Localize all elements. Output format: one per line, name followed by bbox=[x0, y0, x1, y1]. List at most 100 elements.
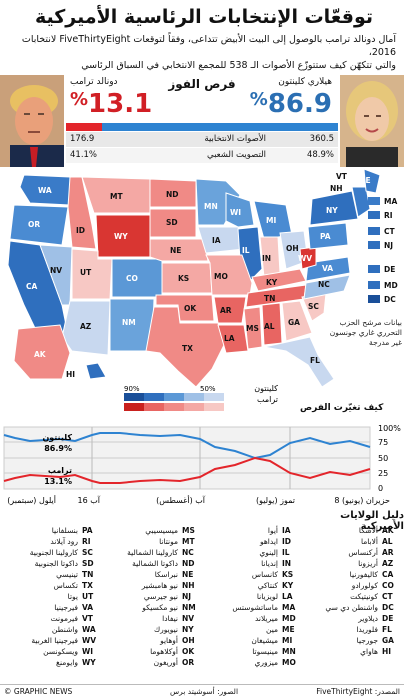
state-key-row: DC واشنطن دي سي bbox=[305, 603, 400, 614]
state-code: CT bbox=[382, 592, 393, 601]
state-code: TX bbox=[82, 581, 93, 590]
state-code: TN bbox=[82, 570, 94, 579]
clinton-photo bbox=[340, 75, 404, 167]
state-va bbox=[305, 256, 351, 282]
label-tx: TX bbox=[182, 344, 193, 353]
state-me bbox=[363, 168, 381, 194]
state-name: ويسكونسن bbox=[43, 647, 78, 656]
label-nc: NC bbox=[318, 280, 330, 289]
label-ut: UT bbox=[80, 268, 92, 277]
state-name: كارولينا الجنوبية bbox=[29, 548, 78, 557]
state-tx bbox=[145, 306, 227, 388]
state-code: MO bbox=[282, 658, 296, 667]
state-name: نبراسكا bbox=[154, 570, 178, 579]
footer-brand: © GRAPHIC NEWS bbox=[4, 687, 73, 696]
clinton-trend-line bbox=[3, 432, 371, 460]
side-label-de: DE bbox=[384, 265, 395, 274]
state-code: OK bbox=[182, 647, 195, 656]
state-code: IL bbox=[282, 548, 290, 557]
subtitle-line-1: آمال دونالد ترامب بالوصول إلى البيت الأب… bbox=[21, 34, 396, 58]
state-name: داكوتا الشمالية bbox=[132, 559, 178, 568]
box-md bbox=[368, 281, 380, 289]
states-column-3: MS ميسيسيبي MT مونتانا NC كارولينا الشمالية ND… bbox=[105, 526, 200, 669]
side-label-dc: DC bbox=[384, 295, 396, 304]
state-code: VT bbox=[82, 614, 93, 623]
state-key-row: KS كانساس bbox=[205, 570, 300, 581]
label-al: AL bbox=[264, 322, 275, 331]
state-nd bbox=[149, 178, 197, 208]
popular-vote-label: التصويت الشعبي bbox=[207, 150, 266, 160]
state-name: أوهايو bbox=[160, 636, 178, 645]
state-name: إلينوي bbox=[259, 548, 278, 557]
state-key-row: NE نبراسكا bbox=[105, 570, 200, 581]
side-label-md: MD bbox=[384, 281, 398, 290]
label-fl: FL bbox=[310, 356, 320, 365]
box-ma bbox=[368, 197, 380, 205]
state-key-row: NM نيو مكسيكو bbox=[105, 603, 200, 614]
label-mo: MO bbox=[214, 272, 228, 281]
label-ga: GA bbox=[288, 318, 300, 327]
state-key-row: ID ايداهو bbox=[205, 537, 300, 548]
state-key-row: WY وايومنغ bbox=[5, 658, 100, 669]
state-code: RI bbox=[82, 537, 91, 546]
state-name: أيوا bbox=[267, 526, 278, 535]
state-key-row: TX تكساس bbox=[5, 581, 100, 592]
legend-clinton-label: كلينتون bbox=[254, 384, 278, 393]
label-co: CO bbox=[126, 274, 138, 283]
state-la bbox=[217, 324, 249, 354]
state-key-row: VA فيرجينيا bbox=[5, 603, 100, 614]
state-code: ME bbox=[282, 625, 295, 634]
trump-chance: %13.1 bbox=[70, 89, 152, 119]
johnson-note: بيانات مرشح الحزب التحرري غاري جونسون غي… bbox=[329, 318, 402, 347]
state-code: CO bbox=[382, 581, 394, 590]
state-code: IN bbox=[282, 559, 292, 568]
states-key-title: دليل الولايات الأميركية bbox=[340, 510, 404, 532]
state-code: AL bbox=[382, 537, 393, 546]
side-label-nh: NH bbox=[330, 184, 343, 193]
state-code: NV bbox=[182, 614, 195, 623]
state-ia bbox=[197, 226, 245, 254]
label-mi: MI bbox=[266, 216, 276, 225]
xlabel-august: آب (أغسطس) bbox=[156, 495, 206, 505]
page-subtitle: آمال دونالد ترامب بالوصول إلى البيت الأب… bbox=[8, 33, 396, 72]
state-code: AR bbox=[382, 548, 394, 557]
legend-blue-scale bbox=[124, 393, 224, 401]
state-name: نيو هامبشير bbox=[141, 581, 178, 590]
state-key-row: FL فلوريدا bbox=[305, 625, 400, 636]
label-me: ME bbox=[358, 176, 371, 185]
state-name: واشنطن bbox=[51, 625, 78, 634]
state-key-row: NC كارولينا الشمالية bbox=[105, 548, 200, 559]
label-id: ID bbox=[76, 226, 85, 235]
xlabel-aug16: 16 آب bbox=[78, 495, 101, 505]
state-code: MT bbox=[182, 537, 195, 546]
state-code: AK bbox=[382, 526, 394, 535]
state-ga bbox=[281, 300, 313, 342]
side-label-ma: MA bbox=[384, 197, 397, 206]
state-code: UT bbox=[82, 592, 94, 601]
state-ne-states bbox=[351, 186, 371, 218]
state-name: ميشيغان bbox=[251, 636, 278, 645]
state-key-row: CO كولورادو bbox=[305, 581, 400, 592]
state-code: HI bbox=[382, 647, 392, 656]
state-key-row: PA بنسلفانيا bbox=[5, 526, 100, 537]
state-key-row: NV نيفادا bbox=[105, 614, 200, 625]
state-key-row: IA أيوا bbox=[205, 526, 300, 537]
clinton-popular-vote: 48.9% bbox=[306, 150, 334, 160]
label-hi: HI bbox=[66, 370, 75, 379]
state-code: MD bbox=[282, 614, 296, 623]
ytick-100: 100% bbox=[378, 425, 401, 433]
state-key-row: UT يوتا bbox=[5, 592, 100, 603]
y-axis-ticks: 100% 75 50 25 0 bbox=[378, 425, 401, 493]
footer: © GRAPHIC NEWS الصور: أسوشيتد برس المصدر… bbox=[0, 684, 404, 699]
state-key-row: AR أركنساس bbox=[305, 548, 400, 559]
label-sc: SC bbox=[308, 302, 319, 311]
state-name: تينيسي bbox=[56, 570, 78, 579]
trump-portrait-image bbox=[0, 75, 64, 167]
x-axis-labels: 8 حزيران (يونيو) تموز (يوليو) آب (أغسطس)… bbox=[7, 495, 390, 505]
state-name: كنتاكي bbox=[257, 581, 278, 590]
xlabel-june8: 8 حزيران (يونيو) bbox=[334, 496, 390, 505]
win-chance-bar bbox=[66, 123, 338, 131]
label-va: VA bbox=[322, 264, 333, 273]
clinton-series-value: 86.9% bbox=[44, 444, 72, 453]
state-key-row: ND داكوتا الشمالية bbox=[105, 559, 200, 570]
